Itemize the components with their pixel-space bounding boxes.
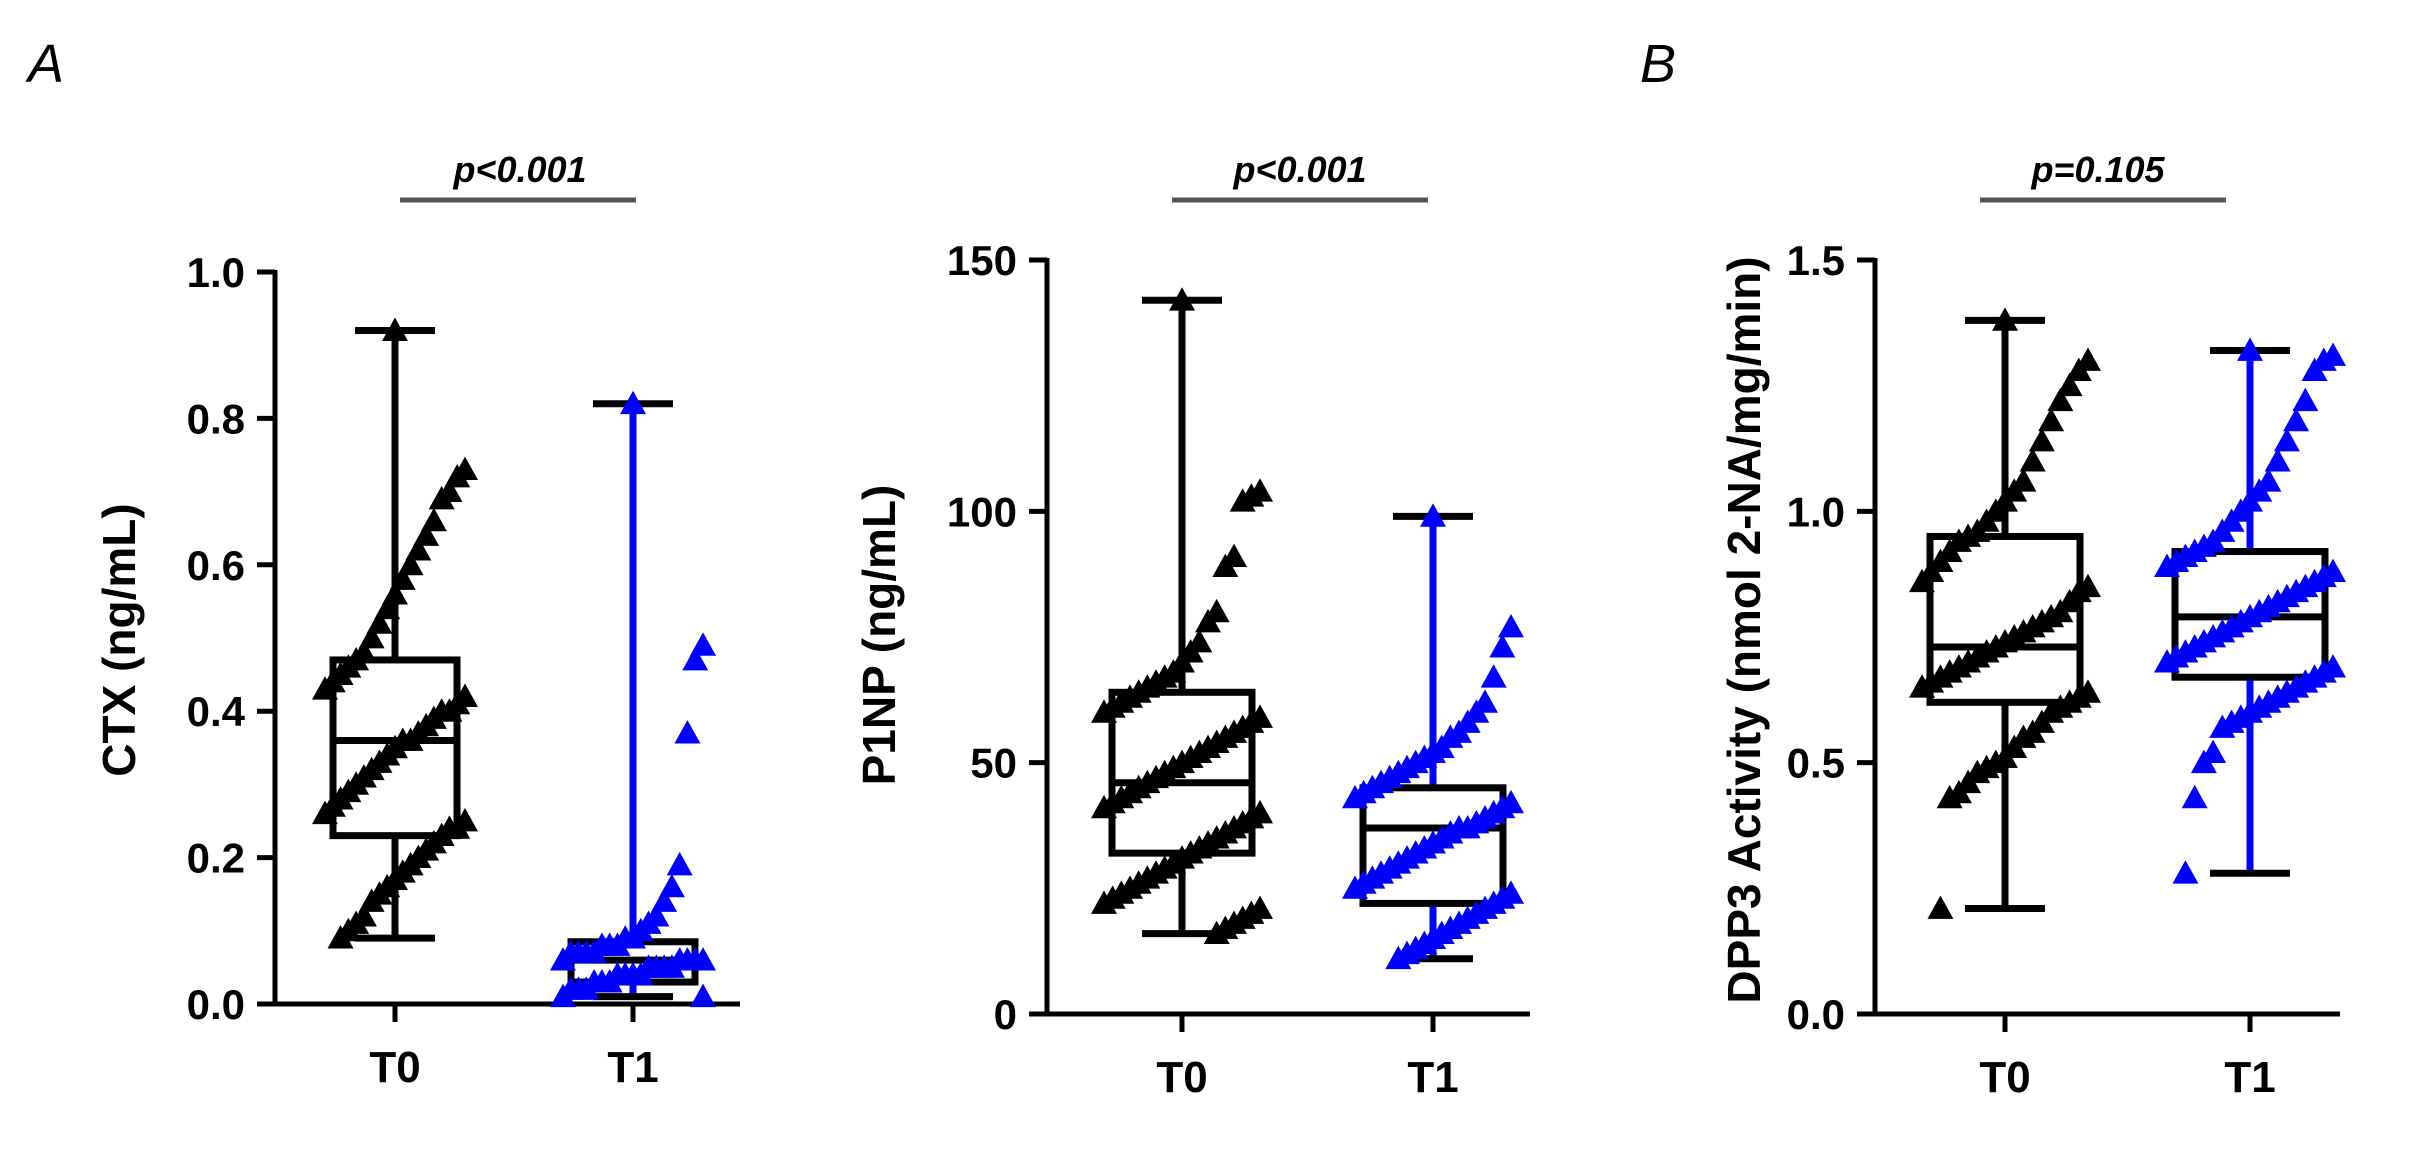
panel-letter-b: B xyxy=(1640,34,1676,94)
box-series-dpp3-t0 xyxy=(1909,307,2101,919)
y-axis-label-dpp3: DPP3 Activity (nmol 2-NA/mg/min) xyxy=(1718,256,1770,1003)
box-series-p1np-t1 xyxy=(1342,503,1524,970)
data-point xyxy=(682,646,709,671)
data-point xyxy=(2065,357,2092,381)
data-point xyxy=(382,317,408,341)
x-tick-label-dpp3-t1: T1 xyxy=(2224,1053,2275,1102)
data-point xyxy=(2019,448,2046,472)
panel-letter-a: A xyxy=(25,34,64,94)
data-point xyxy=(2264,448,2291,472)
y-tick-label-p1np-50: 50 xyxy=(970,740,1017,787)
chart-p1np: P1NP (ng/mL) p<0.001 0 50 100 150 T0 T1 xyxy=(853,149,1530,1102)
y-tick-label-ctx-0-4: 0.4 xyxy=(187,688,246,735)
data-point xyxy=(1385,945,1412,970)
x-tick-label-p1np-t1: T1 xyxy=(1407,1053,1458,1102)
chart-dpp3: DPP3 Activity (nmol 2-NA/mg/min) p=0.105… xyxy=(1718,149,2346,1102)
p-value-label-ctx: p<0.001 xyxy=(452,149,586,190)
data-point xyxy=(550,947,576,971)
y-axis-label-p1np: P1NP (ng/mL) xyxy=(853,485,905,786)
data-point xyxy=(2273,427,2300,452)
y-tick-label-dpp3-0: 0.0 xyxy=(1787,991,1845,1038)
data-point xyxy=(1909,568,1935,593)
data-point xyxy=(1342,784,1368,809)
box-series-p1np-t0 xyxy=(1091,287,1273,944)
data-point xyxy=(1342,875,1368,899)
data-point xyxy=(1091,794,1117,819)
data-point xyxy=(327,925,354,949)
data-point xyxy=(1909,674,1935,698)
y-tick-label-p1np-0: 0 xyxy=(994,991,1017,1038)
data-point xyxy=(1091,699,1117,723)
y-tick-label-dpp3-0-5: 0.5 xyxy=(1787,740,1845,787)
x-tick-label-p1np-t0: T0 xyxy=(1156,1053,1207,1102)
data-point xyxy=(690,983,716,1008)
data-point xyxy=(2301,357,2328,381)
box-series-ctx-t0 xyxy=(312,317,478,949)
y-tick-label-dpp3-1: 1.0 xyxy=(1787,488,1845,535)
data-point xyxy=(312,676,338,700)
data-point xyxy=(2181,784,2208,809)
data-point xyxy=(620,390,646,415)
data-point xyxy=(2190,749,2217,774)
data-point xyxy=(1229,488,1256,512)
data-point xyxy=(1489,634,1516,658)
data-point xyxy=(1195,608,1221,633)
box-iqr xyxy=(329,656,461,840)
data-point xyxy=(1169,287,1195,311)
p-value-label-p1np: p<0.001 xyxy=(1232,149,1366,190)
box-series-dpp3-t1 xyxy=(2154,337,2346,884)
data-point xyxy=(1091,890,1117,914)
data-point xyxy=(2028,427,2055,452)
y-tick-label-ctx-0-2: 0.2 xyxy=(187,835,245,882)
data-point xyxy=(2154,553,2180,578)
y-tick-label-ctx-0-6: 0.6 xyxy=(187,542,245,589)
data-point xyxy=(312,800,338,825)
data-point xyxy=(1212,553,1239,578)
y-axis-label-ctx: CTX (ng/mL) xyxy=(93,503,145,776)
chart-ctx: CTX (ng/mL) p<0.001 0.0 0.2 0.4 0.6 0.8 1.0 T0… xyxy=(93,149,740,1092)
data-point xyxy=(2209,714,2236,738)
box-series-ctx-t1 xyxy=(550,390,716,1008)
box-iqr xyxy=(1926,532,2084,706)
y-tick-label-ctx-0: 0.0 xyxy=(187,981,245,1028)
data-point xyxy=(2047,387,2074,412)
data-point xyxy=(1203,920,1230,944)
data-point xyxy=(1420,503,1446,527)
data-point xyxy=(1992,307,2018,331)
data-point xyxy=(550,983,576,1008)
data-point xyxy=(428,485,455,510)
x-tick-label-ctx-t0: T0 xyxy=(369,1043,420,1092)
data-point xyxy=(666,851,693,876)
data-point xyxy=(2292,387,2319,412)
x-tick-label-dpp3-t0: T0 xyxy=(1979,1053,2030,1102)
data-point xyxy=(1927,895,1954,919)
data-point xyxy=(2283,407,2310,432)
x-tick-label-ctx-t1: T1 xyxy=(607,1043,658,1092)
y-tick-label-p1np-100: 100 xyxy=(947,488,1017,535)
data-point xyxy=(2038,407,2065,432)
data-point xyxy=(2154,649,2180,673)
y-tick-label-p1np-150: 150 xyxy=(947,237,1017,284)
box-iqr xyxy=(1359,784,1507,907)
data-point xyxy=(2172,860,2199,884)
data-point xyxy=(1480,664,1507,688)
data-point xyxy=(1498,613,1524,638)
y-tick-label-ctx-0-8: 0.8 xyxy=(187,395,245,442)
data-point xyxy=(1936,784,1963,809)
data-point xyxy=(2056,372,2083,397)
y-tick-label-dpp3-1-5: 1.5 xyxy=(1787,237,1845,284)
data-point xyxy=(2237,337,2263,361)
p-value-label-dpp3: p=0.105 xyxy=(2030,149,2165,190)
y-tick-label-ctx-1: 1.0 xyxy=(187,249,245,296)
data-point xyxy=(674,720,701,744)
